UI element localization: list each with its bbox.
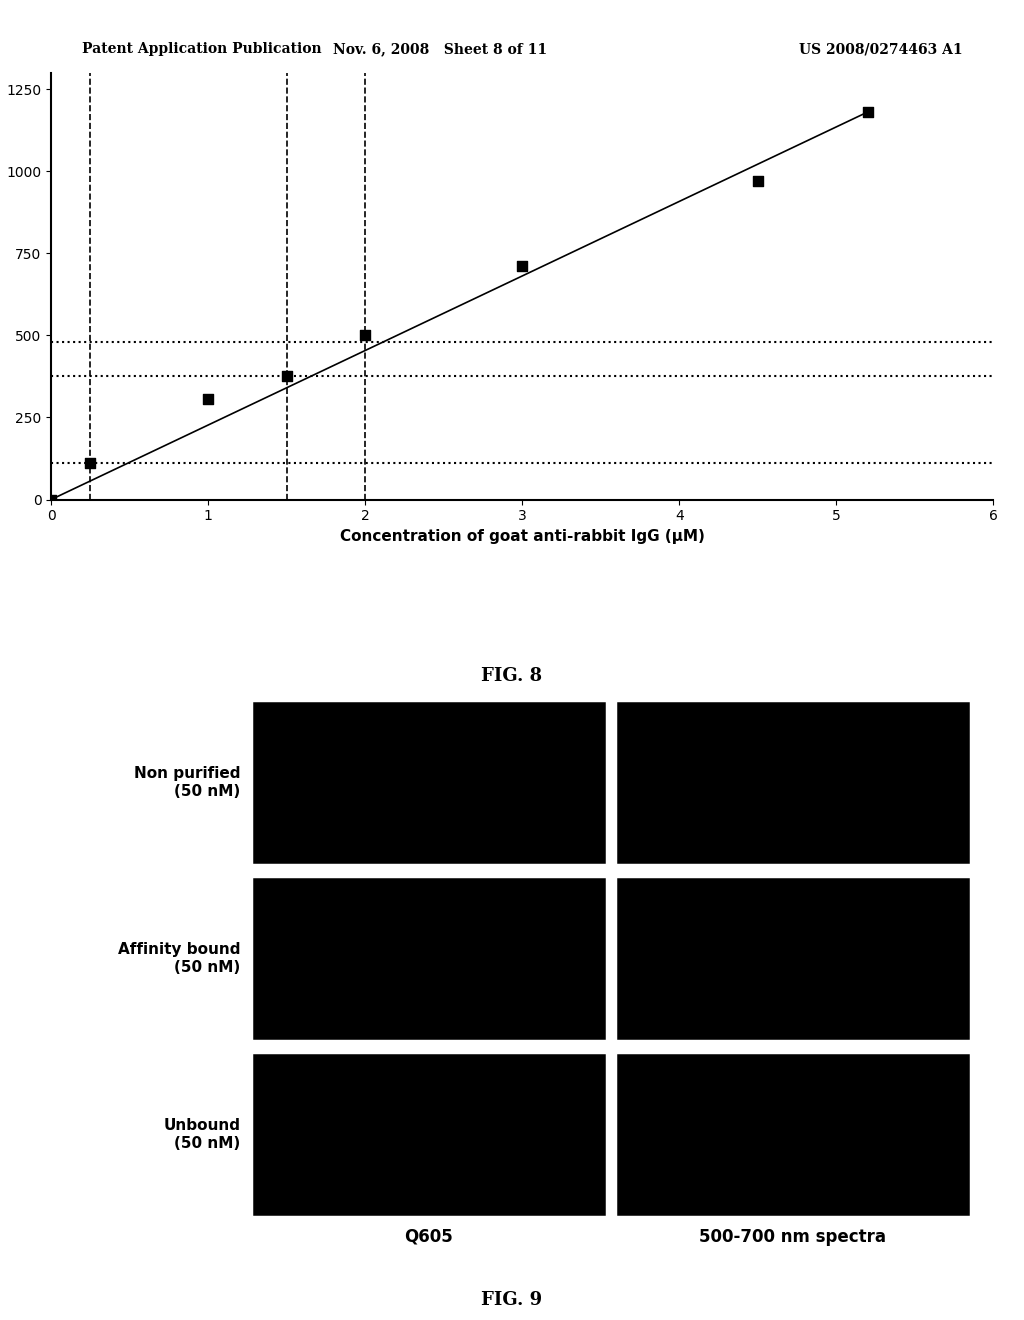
Text: Unbound
(50 nM): Unbound (50 nM) [164,1118,241,1151]
Point [82,453,98,474]
X-axis label: Concentration of goat anti-rabbit IgG (μM): Concentration of goat anti-rabbit IgG (μ… [340,529,705,544]
Text: Nov. 6, 2008   Sheet 8 of 11: Nov. 6, 2008 Sheet 8 of 11 [333,42,548,57]
Point [279,366,295,387]
Point [514,256,530,277]
Text: FIG. 8: FIG. 8 [481,667,543,685]
Text: Patent Application Publication: Patent Application Publication [82,42,322,57]
Point [750,170,766,191]
Text: Q605: Q605 [404,1228,454,1246]
Point [357,325,374,346]
Text: Affinity bound
(50 nM): Affinity bound (50 nM) [118,942,241,974]
Point [43,488,59,510]
Text: US 2008/0274463 A1: US 2008/0274463 A1 [799,42,963,57]
Point [859,102,876,123]
Text: 500-700 nm spectra: 500-700 nm spectra [699,1228,887,1246]
Text: FIG. 9: FIG. 9 [481,1291,543,1309]
Text: Non purified
(50 nM): Non purified (50 nM) [134,766,241,799]
Point [200,389,216,411]
